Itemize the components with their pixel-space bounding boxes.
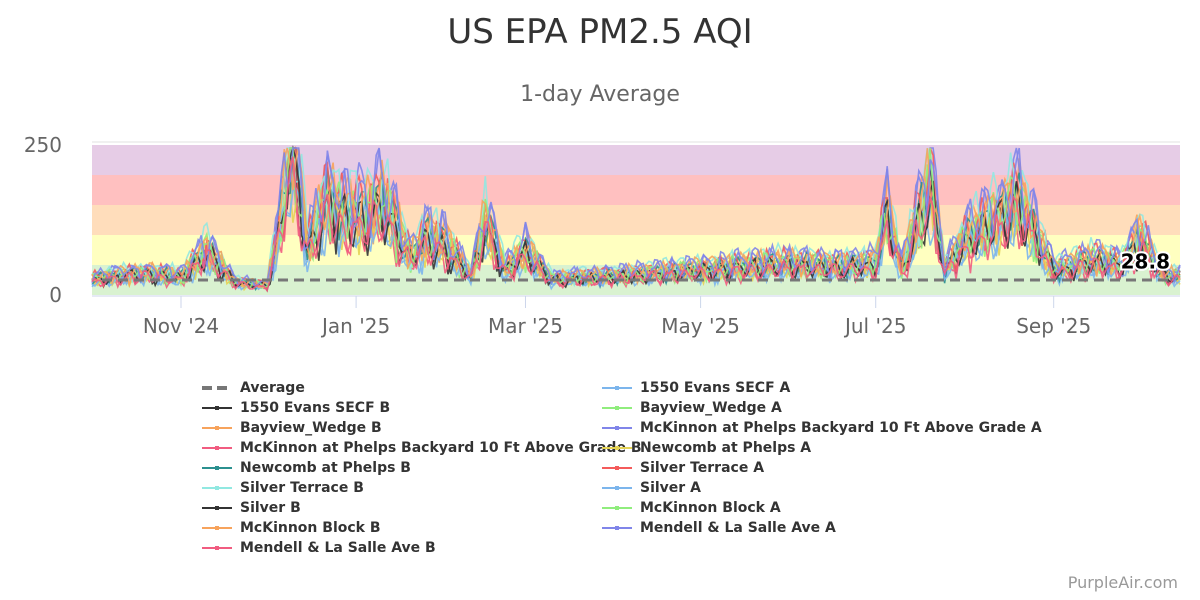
credit-link[interactable]: PurpleAir.com <box>1067 573 1178 592</box>
legend-label: McKinnon at Phelps Backyard 10 Ft Above … <box>240 440 642 456</box>
legend-swatch <box>202 466 232 470</box>
legend-swatch <box>202 506 232 510</box>
legend-swatch <box>602 406 632 410</box>
legend-swatch <box>602 506 632 510</box>
legend-label: McKinnon at Phelps Backyard 10 Ft Above … <box>640 420 1042 436</box>
series-line-15 <box>91 147 1181 288</box>
aqi-band-4 <box>92 145 1180 175</box>
x-tick-label: Nov '24 <box>143 314 219 338</box>
legend-item[interactable]: Silver B <box>200 498 301 518</box>
aqi-band-1 <box>92 235 1180 265</box>
legend-item[interactable]: Silver A <box>600 478 701 498</box>
legend-swatch <box>202 406 232 410</box>
legend-label: Bayview_Wedge A <box>640 400 782 416</box>
legend-item[interactable]: Mendell & La Salle Ave B <box>200 538 436 558</box>
legend-swatch <box>202 446 232 450</box>
legend-item[interactable]: Newcomb at Phelps B <box>200 458 411 478</box>
legend-item[interactable]: McKinnon at Phelps Backyard 10 Ft Above … <box>200 438 642 458</box>
y-tick-label: 250 <box>24 133 62 157</box>
legend-item[interactable]: McKinnon at Phelps Backyard 10 Ft Above … <box>600 418 1042 438</box>
legend-item[interactable]: Mendell & La Salle Ave A <box>600 518 836 538</box>
legend-swatch <box>602 426 632 430</box>
legend-label: Average <box>240 380 305 396</box>
legend-label: Silver Terrace B <box>240 480 364 496</box>
legend-item[interactable]: Bayview_Wedge B <box>200 418 382 438</box>
series-line-13 <box>91 147 1181 290</box>
x-tick-label: Sep '25 <box>1016 314 1091 338</box>
legend-label: Newcomb at Phelps A <box>640 440 812 456</box>
last-value-label: 28.8 <box>1121 250 1170 274</box>
series-line-11 <box>91 185 1181 291</box>
legend-item[interactable]: 1550 Evans SECF A <box>600 378 790 398</box>
x-tick-label: May '25 <box>661 314 740 338</box>
legend-label: Bayview_Wedge B <box>240 420 382 436</box>
legend-swatch <box>602 446 632 450</box>
legend-label: McKinnon Block B <box>240 520 381 536</box>
x-tick-label: Mar '25 <box>488 314 563 338</box>
chart-title: US EPA PM2.5 AQI <box>447 12 753 52</box>
chart-subtitle: 1-day Average <box>520 82 680 107</box>
legend-label: Newcomb at Phelps B <box>240 460 411 476</box>
legend-label: Silver A <box>640 480 701 496</box>
legend-label: 1550 Evans SECF A <box>640 380 791 396</box>
legend-label: Silver Terrace A <box>640 460 765 476</box>
x-tick-label: Jan '25 <box>320 314 390 338</box>
legend-item[interactable]: 1550 Evans SECF B <box>200 398 390 418</box>
plot-area: 0 250 Nov '24 Jan '25 Mar '25 May '25 Jul '25 S… <box>24 133 1181 338</box>
legend-swatch <box>202 386 232 390</box>
legend-label: Mendell & La Salle Ave A <box>640 520 836 536</box>
legend-label: Mendell & La Salle Ave B <box>240 540 436 556</box>
y-tick-label: 0 <box>49 283 62 307</box>
legend-item[interactable]: Silver Terrace B <box>200 478 364 498</box>
legend-swatch <box>602 526 632 530</box>
series-line-16 <box>91 156 1181 293</box>
series-line-10 <box>91 147 1181 289</box>
legend-swatch <box>602 386 632 390</box>
x-tick-label: Jul '25 <box>843 314 906 338</box>
legend-swatch <box>602 486 632 490</box>
legend-label: Silver B <box>240 500 301 516</box>
legend-item[interactable]: Newcomb at Phelps A <box>600 438 811 458</box>
legend-label: 1550 Evans SECF B <box>240 400 391 416</box>
legend-item[interactable]: Average <box>200 378 305 398</box>
legend-item[interactable]: Silver Terrace A <box>600 458 764 478</box>
legend-swatch <box>602 466 632 470</box>
legend-swatch <box>202 426 232 430</box>
legend-item[interactable]: Bayview_Wedge A <box>600 398 782 418</box>
legend-item[interactable]: McKinnon Block A <box>600 498 781 518</box>
legend-swatch <box>202 546 232 550</box>
legend-label: McKinnon Block A <box>640 500 781 516</box>
legend-swatch <box>202 526 232 530</box>
legend-swatch <box>202 486 232 490</box>
legend-item[interactable]: McKinnon Block B <box>200 518 381 538</box>
